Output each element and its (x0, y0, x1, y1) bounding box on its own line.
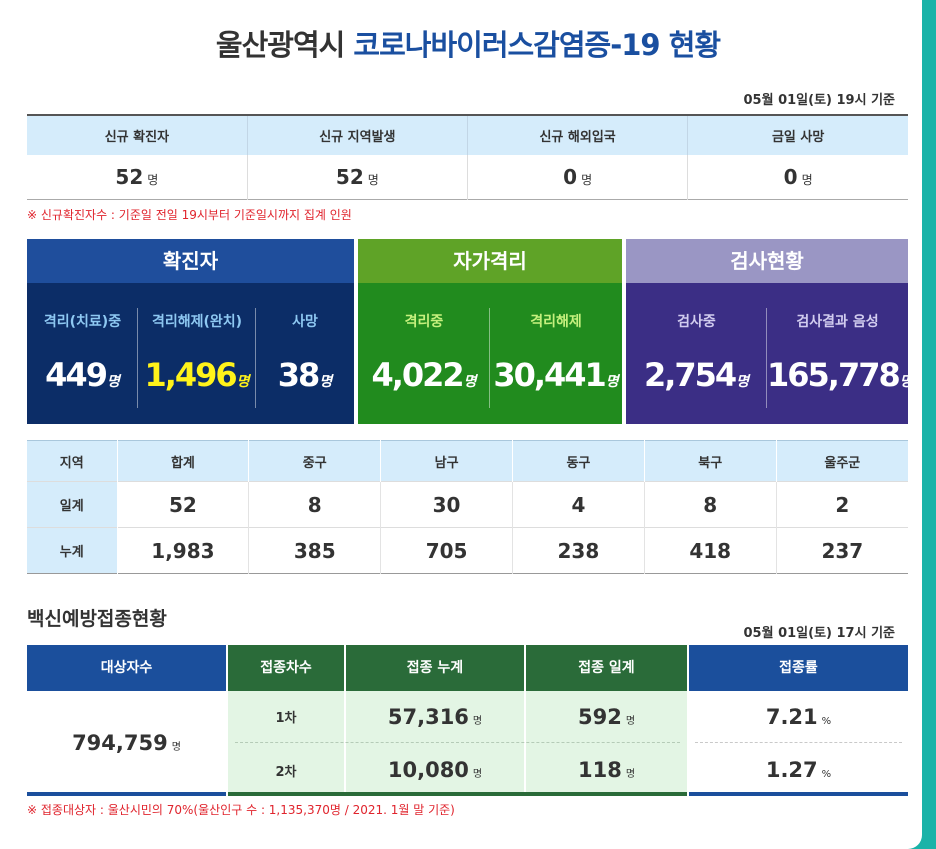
vaccine-rate-dose-2: 1.27% (765, 758, 832, 782)
vaccine-total-dose-2: 10,080 명 (387, 758, 483, 782)
stat-in-quarantine: 격리중 4,022명 (358, 283, 490, 424)
page-title: 울산광역시 코로나바이러스감염증-19 현황 (0, 22, 936, 64)
stat-released-recovered: 격리해제(완치) 1,496명 (138, 283, 256, 424)
testing-panel: 검사현황 검사중 2,754명 검사결과 음성 165,778명 (626, 239, 913, 424)
region-header-uljugun: 울주군 (776, 440, 908, 482)
header-new-local: 신규 지역발생 (247, 115, 469, 155)
vaccine-section-title: 백신예방접종현황 (27, 608, 167, 630)
confirmed-panel: 확진자 격리(치료)중 449명 격리해제(완치) 1,496명 사망 38명 (27, 239, 354, 424)
vaccine-table: 대상자수 접종차수 접종 누계 접종 일계 접종률 794,759 명 1차 57… (27, 645, 908, 797)
title-highlight: 코로나바이러스감염증-19 현황 (353, 28, 721, 62)
region-header-donggu: 동구 (512, 440, 645, 482)
vaccine-dose-1: 1차 (275, 711, 297, 726)
vaccine-header-daily: 접종 일계 (526, 645, 687, 691)
header-new-overseas: 신규 해외입국 (467, 115, 689, 155)
region-header-total: 합계 (117, 440, 250, 482)
stat-isolated-treatment: 격리(치료)중 449명 (27, 283, 138, 424)
vaccine-header-rate: 접종률 (689, 645, 908, 691)
testing-panel-title: 검사현황 (626, 239, 908, 283)
value-new-local: 52 명 (247, 155, 469, 199)
stat-testing: 검사중 2,754명 (626, 283, 767, 424)
table-row: 일계 52 8 30 4 8 2 (27, 481, 908, 528)
vaccine-target-count: 794,759 명 (72, 731, 181, 755)
stat-deaths: 사망 38명 (277, 314, 333, 394)
status-timestamp: 05월 01일(토) 19시 기준 (743, 93, 896, 108)
quarantine-panel-title: 자가격리 (358, 239, 622, 283)
stat-test-negative: 검사결과 음성 165,778명 (767, 314, 913, 394)
vaccine-timestamp: 05월 01일(토) 17시 기준 (743, 626, 896, 641)
confirmed-panel-title: 확진자 (27, 239, 354, 283)
vaccine-daily-dose-1: 592 명 (577, 705, 636, 729)
vaccine-header-target: 대상자수 (27, 645, 226, 691)
vaccine-note: ※ 접종대상자 : 울산시민의 70%(울산인구 수 : 1,135,370명 … (27, 803, 455, 817)
header-today-deaths: 금일 사망 (687, 115, 908, 155)
vaccine-total-dose-1: 57,316 명 (387, 705, 483, 729)
region-header-junggu: 중구 (248, 440, 382, 482)
region-header-area: 지역 (27, 440, 118, 482)
new-cases-note: ※ 신규확진자수 : 기준일 전일 19시부터 기준일시까지 집계 인원 (27, 208, 352, 222)
vaccine-rate-dose-1: 7.21% (765, 705, 832, 729)
vaccine-daily-dose-2: 118 명 (577, 758, 636, 782)
region-table: 지역 합계 중구 남구 동구 북구 울주군 일계 52 8 30 4 8 2 누… (27, 440, 908, 574)
vaccine-header-total: 접종 누계 (346, 645, 524, 691)
quarantine-panel: 자가격리 격리중 4,022명 격리해제 30,441명 (358, 239, 622, 424)
stat-quarantine-released: 격리해제 30,441명 (493, 314, 619, 394)
table-row: 누계 1,983 385 705 238 418 237 (27, 527, 908, 574)
region-header-bukgu: 북구 (644, 440, 777, 482)
vaccine-header-dose: 접종차수 (228, 645, 344, 691)
header-new-confirmed: 신규 확진자 (27, 115, 248, 155)
vaccine-dose-2: 2차 (275, 765, 297, 780)
title-prefix: 울산광역시 (215, 28, 345, 62)
region-header-namgu: 남구 (380, 440, 513, 482)
value-new-confirmed: 52 명 (27, 155, 248, 199)
